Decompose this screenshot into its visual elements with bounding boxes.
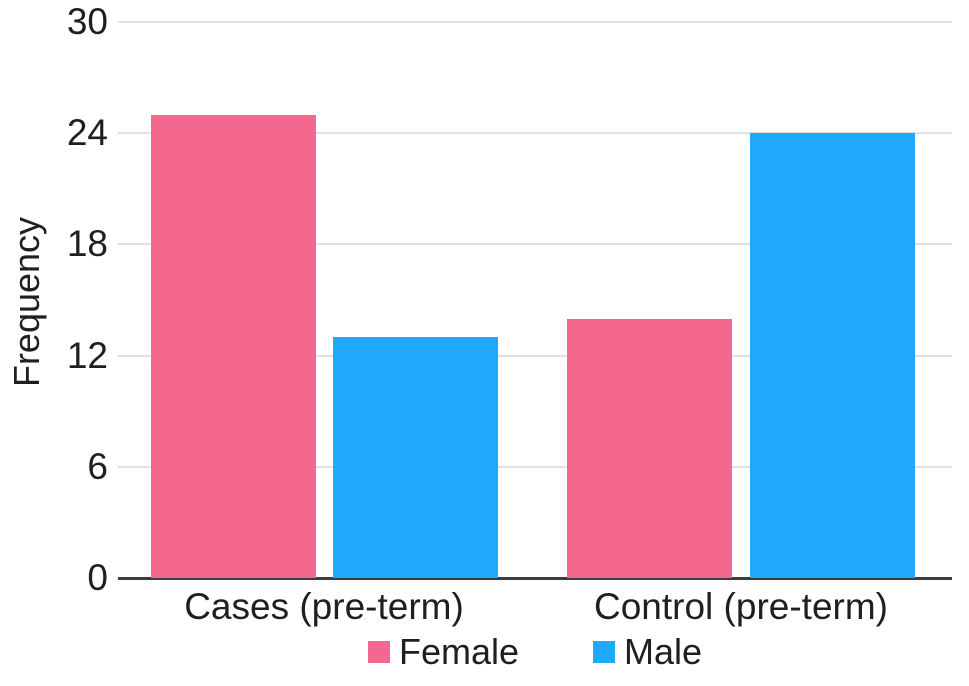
bar-female-control (567, 318, 732, 578)
gridline-18 (118, 243, 952, 246)
bar-female-cases (151, 114, 316, 578)
y-tick-label-30: 30 (66, 1, 108, 42)
legend: Female Male (118, 630, 952, 674)
legend-label-female: Female (398, 631, 519, 672)
gridline-30 (118, 21, 952, 23)
gridline-24 (118, 132, 952, 135)
y-tick-label-24: 24 (66, 112, 108, 154)
x-axis-line (118, 577, 952, 580)
bar-male-cases (333, 337, 498, 578)
x-axis-label-control: Control (pre-term) (594, 586, 888, 627)
plot-area (118, 21, 952, 580)
x-axis-label-cases: Cases (pre-term) (184, 586, 464, 627)
y-tick-label-6: 6 (87, 445, 108, 487)
legend-label-male: Male (624, 631, 703, 672)
y-tick-label-12: 12 (66, 334, 108, 376)
legend-item-male: Male (593, 631, 702, 673)
gridline-6 (118, 465, 952, 468)
y-tick-label-0: 0 (87, 557, 108, 598)
y-tick-label-18: 18 (66, 223, 108, 265)
female-swatch-icon (367, 641, 390, 663)
gridline-12 (118, 354, 952, 357)
legend-item-female: Female (367, 631, 519, 673)
male-swatch-icon (593, 641, 615, 663)
bar-male-control (750, 133, 915, 578)
